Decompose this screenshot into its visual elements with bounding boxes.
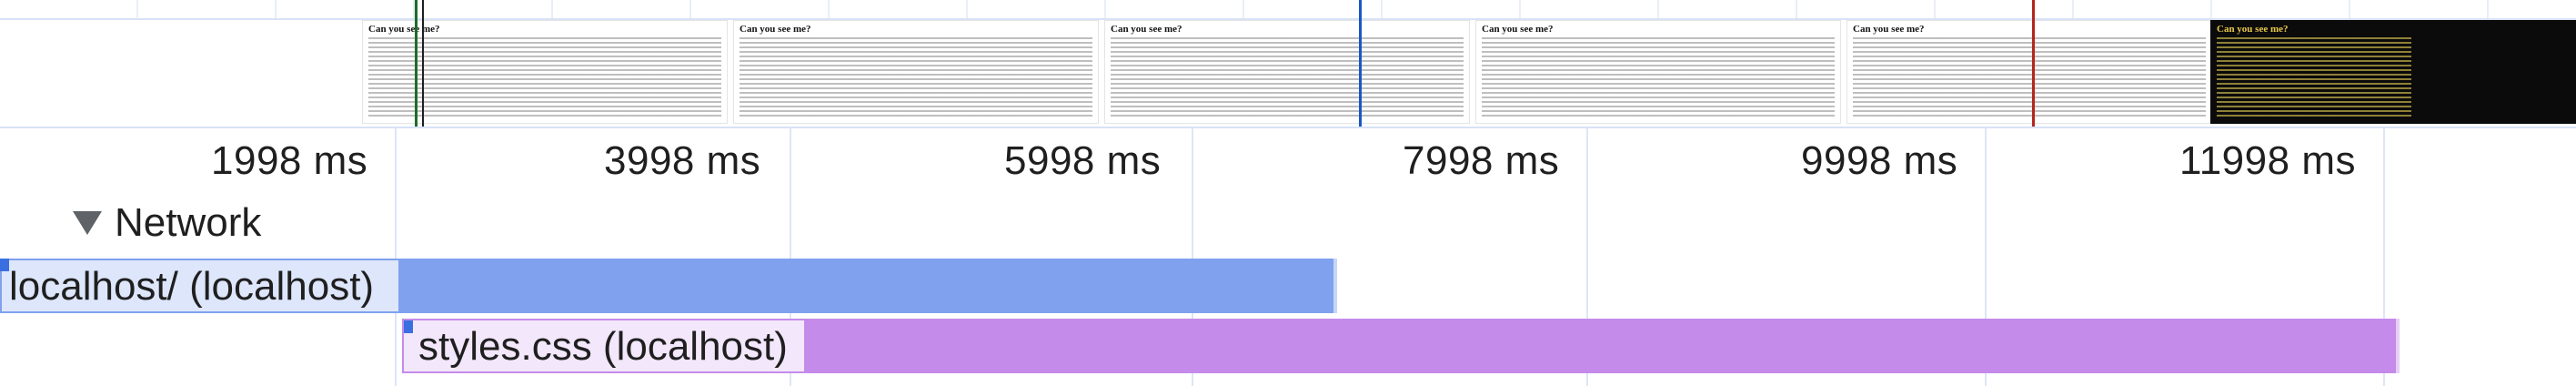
time-gridline [790,127,791,386]
request-priority-marker [0,259,9,271]
screenshot-frame[interactable]: Can you see me? [2210,20,2576,124]
frame-heading: Can you see me? [1482,24,1554,35]
filmstrip-divider [0,127,2576,128]
time-gridline [1985,127,1987,386]
network-request-bar[interactable]: styles.css (localhost) [402,319,2403,373]
timing-marker-black[interactable] [422,0,424,127]
frame-body-text [2217,37,2411,119]
time-gridline [395,127,397,386]
time-gridline [1586,127,1588,386]
screenshot-frame[interactable]: Can you see me? [733,20,1099,124]
time-tick-label: 7998 ms [1403,138,1560,183]
frame-body-text [740,37,1092,119]
time-tick-label: 5998 ms [1004,138,1162,183]
frame-body-text [368,37,721,119]
time-tick-label: 9998 ms [1801,138,1958,183]
frame-heading: Can you see me? [2217,24,2289,35]
timing-marker-green[interactable] [415,0,418,127]
time-tick-label: 11998 ms [2179,138,2356,183]
request-label: localhost/ (localhost) [9,264,375,309]
screenshot-frame[interactable]: Can you see me? [1104,20,1470,124]
frame-heading: Can you see me? [1853,24,1925,35]
frame-heading: Can you see me? [1111,24,1182,35]
request-waiting-segment [402,319,806,373]
time-gridline [2383,127,2385,386]
filmstrip-top-band [0,0,2576,20]
time-gridline [1192,127,1193,386]
network-track-header[interactable]: Network [73,196,261,250]
frame-heading: Can you see me? [368,24,440,35]
time-tick-label: 1998 ms [211,138,368,183]
screenshot-frame[interactable]: Can you see me? [1846,20,2212,124]
frame-body-text [1111,37,1464,119]
network-request-bar[interactable]: localhost/ (localhost) [0,259,1341,313]
request-waiting-segment [0,259,400,313]
timing-marker-blue[interactable] [1359,0,1362,127]
request-download-segment [400,259,1337,313]
time-tick-label: 3998 ms [604,138,761,183]
screenshot-frame[interactable]: Can you see me? [1475,20,1841,124]
frame-body-text [1482,37,1835,119]
triangle-down-icon[interactable] [73,211,102,235]
request-label: styles.css (localhost) [418,324,788,369]
screenshots-filmstrip[interactable]: Can you see me? Can you see me? Can you … [0,0,2576,128]
request-end-segment [2396,319,2400,373]
frame-heading: Can you see me? [740,24,811,35]
network-track-label: Network [115,200,262,245]
timing-marker-red[interactable] [2032,0,2035,127]
request-download-segment [806,319,2400,373]
frame-body-text [1853,37,2206,119]
request-end-segment [1333,259,1337,313]
time-ruler: 1998 ms 3998 ms 5998 ms 7998 ms 9998 ms … [0,127,2576,191]
request-priority-marker [404,320,413,333]
